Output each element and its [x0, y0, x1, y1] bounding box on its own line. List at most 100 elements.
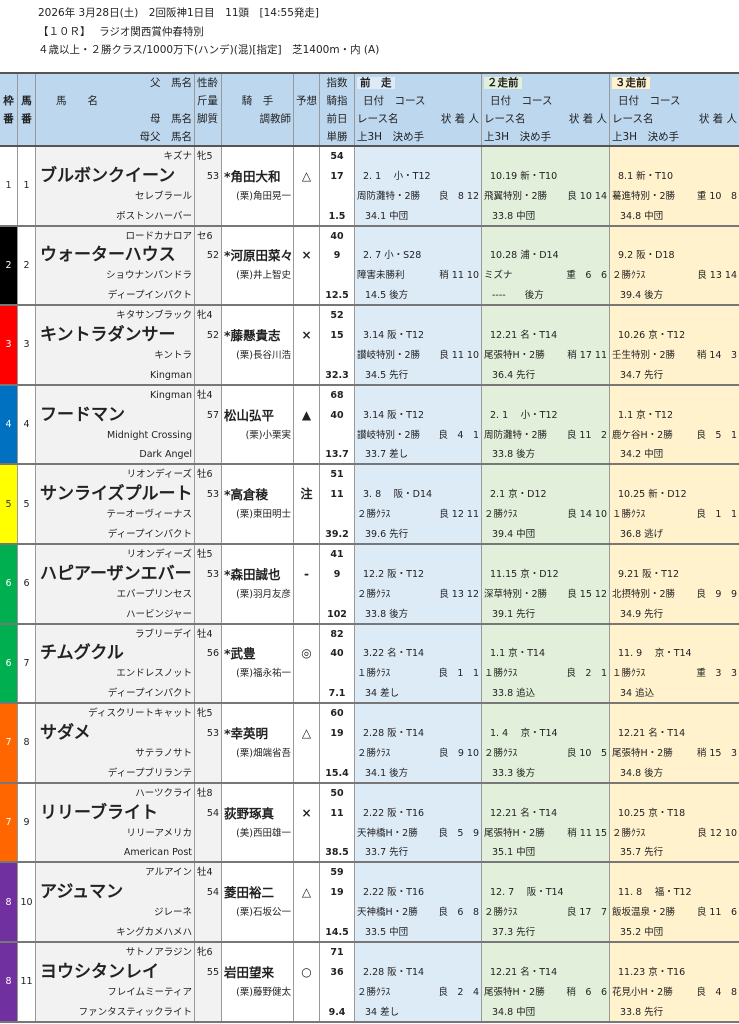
sex-age: 牝5	[197, 708, 213, 720]
prev-race-1: 2. 7 小・S28 障害未勝利 稍 11 10 14.5 後方	[355, 226, 482, 305]
race-last3f-style: 35.1 中団	[492, 847, 536, 859]
prev-race-1: 3.22 名・T14 １勝ｸﾗｽ 良 1 1 34 差し	[355, 624, 482, 703]
horse-name[interactable]: ブルボンクイーン	[40, 165, 176, 186]
sire-name: キズナ	[163, 151, 192, 162]
race-result: 良 11 6	[696, 907, 737, 919]
race-result: 良 15 12	[567, 588, 607, 600]
horse-number: 6	[18, 544, 36, 623]
waku-number: 5	[0, 465, 18, 543]
damsire-name: Dark Angel	[139, 449, 192, 461]
race-name: ２勝ｸﾗｽ	[484, 509, 518, 521]
jockey: *藤懸貴志	[224, 328, 281, 344]
sex-age: 牡8	[197, 787, 213, 799]
horse-number: 11	[18, 942, 36, 1021]
race-result: 良 9 10	[438, 747, 479, 759]
race-result: 良 13 14	[697, 270, 737, 282]
prev-race-3: 9.2 阪・D18 ２勝ｸﾗｽ 良 13 14 39.4 後方	[610, 226, 739, 305]
prev-race-1: 12.2 阪・T12 ２勝ｸﾗｽ 良 13 12 33.8 後方	[355, 544, 482, 623]
race-date-course: 10.28 浦・D14	[490, 250, 559, 262]
waku-number: 3	[0, 306, 18, 384]
index-value: 82	[330, 628, 344, 640]
table-row[interactable]: 3 3 キタサンブラック キントラダンサー キントラ Kingman 牝4 52 …	[0, 306, 739, 386]
prev-race-3: 11.23 京・T16 花見小H・2勝 良 4 8 33.8 先行	[610, 942, 739, 1021]
jockey-index: 11	[330, 807, 344, 819]
jockey: *角田大和	[224, 168, 281, 184]
race-last3f-style: 33.8 中団	[492, 210, 536, 222]
dam-name: キントラ	[154, 349, 192, 361]
horse-name[interactable]: ウォーターハウス	[40, 245, 176, 266]
table-row[interactable]: 4 4 Kingman フードマン Midnight Crossing Dark…	[0, 385, 739, 466]
jockey-index: 36	[330, 966, 344, 978]
horse-name[interactable]: ヨウシタンレイ	[40, 961, 159, 982]
race-name: ２勝ｸﾗｽ	[612, 270, 646, 282]
table-row[interactable]: 8 11 サトノアラジン ヨウシタンレイ フレイムミーティア ファンタスティック…	[0, 942, 739, 1023]
race-result: 良 11 10	[439, 349, 479, 361]
sex-age: 牡6	[197, 469, 213, 481]
damsire-name: ファンタスティックライト	[78, 1006, 192, 1018]
horse-name[interactable]: リリーブライト	[40, 802, 158, 823]
race-last3f-style: 39.6 先行	[365, 529, 409, 541]
race-last3f-style: 34 差し	[365, 688, 400, 700]
jockey: *高倉稜	[224, 487, 269, 503]
prediction-mark: -	[304, 566, 309, 581]
race-result: 良 5 9	[438, 827, 479, 839]
horse-number: 4	[18, 385, 36, 464]
index-value: 41	[330, 548, 344, 560]
prev-race-3: 8.1 新・T10 驀進特別・2勝 重 10 8 34.8 中団	[610, 147, 739, 225]
jockey-index: 19	[330, 728, 344, 740]
horse-name[interactable]: サンライズプルート	[40, 484, 193, 505]
win-odds: 7.1	[328, 688, 346, 700]
win-odds: 102	[327, 608, 347, 620]
jockey: *武豊	[224, 646, 256, 662]
carried-weight: 53	[206, 568, 219, 580]
race-last3f-style: 34.9 先行	[620, 608, 664, 620]
sire-name: ロードカナロア	[125, 230, 192, 242]
race-result: 稍 14 3	[696, 349, 737, 361]
table-row[interactable]: 5 5 リオンディーズ サンライズプルート テーオーヴィーナス ディープインパク…	[0, 465, 739, 545]
win-odds: 39.2	[325, 529, 349, 541]
race-last3f-style: 37.3 先行	[492, 927, 536, 939]
table-row[interactable]: 7 9 ハーツクライ リリーブライト リリーアメリカ American Post…	[0, 783, 739, 864]
sire-name: ハーツクライ	[135, 787, 192, 799]
horse-name[interactable]: フードマン	[40, 404, 125, 425]
race-result: 良 2 4	[438, 986, 479, 998]
race-date-course: 10.25 京・T18	[618, 807, 686, 819]
table-row[interactable]: 7 8 ディスクリートキャット サダメ サテラノサト ディープブリランテ 牝5 5…	[0, 704, 739, 784]
carried-weight: 54	[206, 807, 219, 819]
horse-name[interactable]: アジュマン	[40, 882, 124, 903]
sire-name: アルアイン	[145, 867, 192, 879]
race-name: 北摂特別・2勝	[612, 588, 676, 600]
trainer: (栗)長谷川浩	[236, 349, 291, 361]
table-row[interactable]: 1 1 キズナ ブルボンクイーン セレブラール ボストンハーバー 牝5 53 *角…	[0, 147, 739, 227]
table-row[interactable]: 6 7 ラブリーデイ チムグクル エンドレスノット ディープインパクト 牡4 56…	[0, 624, 739, 705]
race-date-course: 3.22 名・T14	[363, 648, 425, 660]
prev-race-2: 10.19 新・T10 飛翼特別・2勝 良 10 14 33.8 中団	[482, 147, 610, 225]
race-last3f-style: 36.4 先行	[492, 369, 536, 381]
trainer: (栗)福永祐一	[236, 668, 291, 680]
prediction-mark: ○	[301, 964, 312, 979]
table-row[interactable]: 6 6 リオンディーズ ハピアーザンエバー エバープリンセス ハービンジャー 牡…	[0, 544, 739, 625]
table-row[interactable]: 2 2 ロードカナロア ウォーターハウス ショウナンパンドラ ディープインパクト…	[0, 226, 739, 307]
race-result: 良 1 1	[438, 668, 479, 680]
horse-name[interactable]: ハピアーザンエバー	[40, 563, 192, 584]
waku-number: 7	[0, 783, 18, 862]
table-row[interactable]: 8 10 アルアイン アジュマン ジレーネ キングカメハメハ 牡4 54 菱田裕二…	[0, 863, 739, 943]
horse-name[interactable]: チムグクル	[40, 643, 124, 664]
prev-race-2: 11.15 京・D12 深草特別・2勝 良 15 12 39.1 先行	[482, 544, 610, 623]
jockey-index: 9	[333, 250, 341, 262]
carried-weight: 52	[206, 250, 219, 262]
race-last3f-style: 34.2 中団	[620, 449, 664, 461]
prev-race-1: 2.28 阪・T14 ２勝ｸﾗｽ 良 9 10 34.1 後方	[355, 704, 482, 782]
prediction-mark: △	[301, 168, 312, 183]
race-name: ２勝ｸﾗｽ	[357, 747, 391, 759]
carried-weight: 57	[206, 409, 219, 421]
horse-name[interactable]: キントラダンサー	[40, 325, 176, 346]
prev-race-1: 3. 8 阪・D14 ２勝ｸﾗｽ 良 12 11 39.6 先行	[355, 465, 482, 543]
dam-name: リリーアメリカ	[126, 827, 192, 839]
race-conditions-line: ４歳以上・２勝クラス/1000万下(ハンデ)(混)[指定] 芝1400m・内 (…	[38, 44, 380, 56]
race-date-course: 2.22 阪・T16	[363, 807, 425, 819]
horse-name[interactable]: サダメ	[40, 723, 91, 744]
race-result: 稍 11 15	[567, 827, 607, 839]
race-last3f-style: 33.5 中団	[365, 927, 409, 939]
race-date-course: 12.21 名・T14	[490, 807, 558, 819]
